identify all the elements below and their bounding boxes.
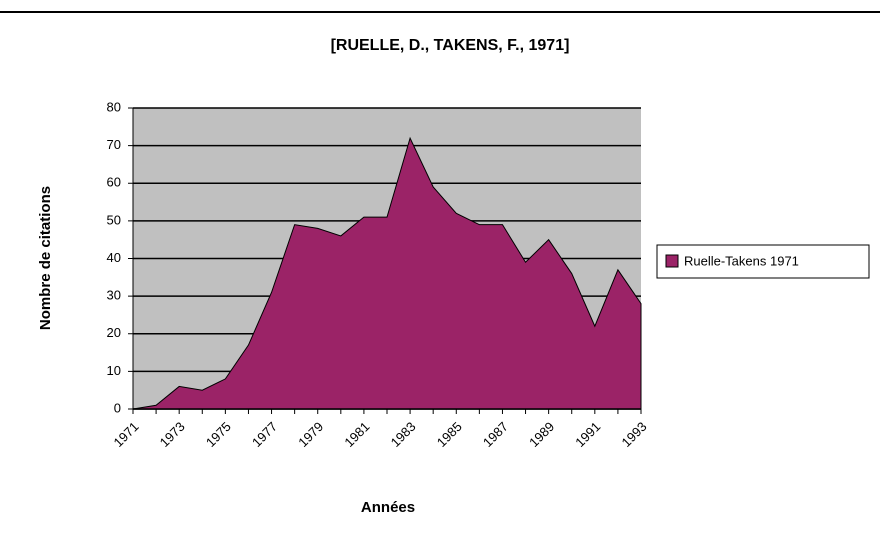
x-tick-label: 1985 <box>434 419 465 450</box>
x-tick-label: 1993 <box>618 419 649 450</box>
y-axis-label: Nombre de citations <box>37 186 54 330</box>
x-tick-label: 1973 <box>157 419 188 450</box>
y-tick-label: 30 <box>107 288 121 303</box>
y-tick-label: 0 <box>114 400 121 415</box>
x-tick-label: 1979 <box>295 419 326 450</box>
y-tick-label: 80 <box>107 99 121 114</box>
x-tick-label: 1989 <box>526 419 557 450</box>
x-tick-label: 1991 <box>572 419 603 450</box>
y-tick-label: 60 <box>107 175 121 190</box>
x-tick-label: 1977 <box>249 419 280 450</box>
y-tick-label: 20 <box>107 325 121 340</box>
x-tick-label: 1971 <box>110 419 141 450</box>
x-tick-label: 1975 <box>203 419 234 450</box>
x-tick-label: 1981 <box>341 419 372 450</box>
area <box>132 136 642 410</box>
x-axis-label: Années <box>361 499 415 516</box>
y-tick-label: 40 <box>107 250 121 265</box>
legend-swatch <box>665 254 679 268</box>
y-tick-label: 70 <box>107 137 121 152</box>
chart-title: [RUELLE, D., TAKENS, F., 1971] <box>331 37 570 54</box>
y-tick-label: 10 <box>107 363 121 378</box>
y-tick-label: 50 <box>107 212 121 227</box>
legend-label: Ruelle-Takens 1971 <box>684 253 799 268</box>
legend-box <box>656 244 870 279</box>
x-tick-label: 1987 <box>480 419 511 450</box>
x-tick-label: 1983 <box>388 419 419 450</box>
